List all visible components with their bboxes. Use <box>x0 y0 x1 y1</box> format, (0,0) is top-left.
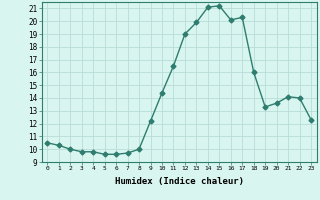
X-axis label: Humidex (Indice chaleur): Humidex (Indice chaleur) <box>115 177 244 186</box>
